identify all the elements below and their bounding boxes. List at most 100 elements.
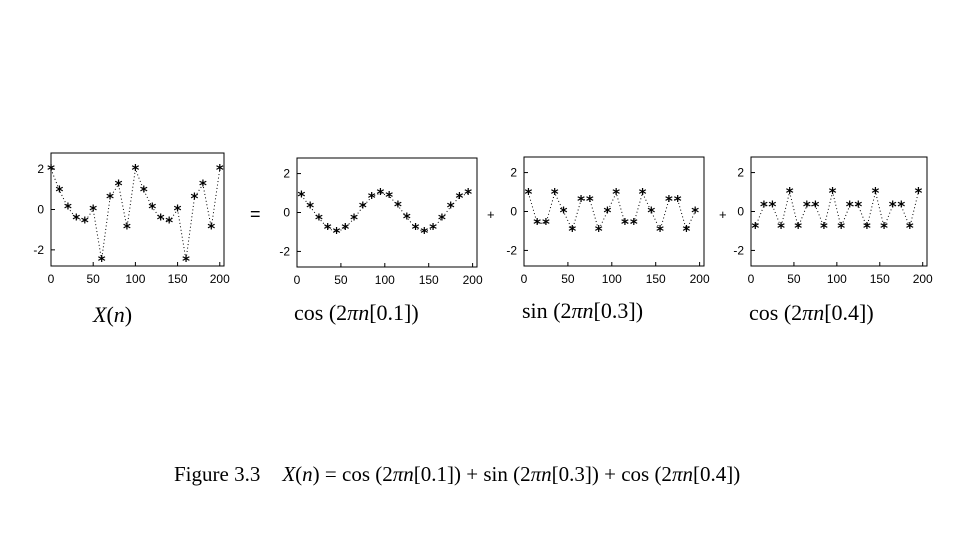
data-point: *	[568, 222, 576, 240]
data-point: *	[794, 219, 802, 237]
data-point: *	[216, 161, 224, 179]
data-point: *	[56, 182, 64, 200]
label-c2-rest: [0.3])	[593, 298, 644, 323]
x-tick-label: 150	[870, 272, 890, 286]
x-tick-label: 150	[419, 273, 439, 287]
x-tick-label: 50	[561, 272, 575, 286]
x-tick-label: 200	[463, 273, 483, 287]
x-tick-label: 50	[87, 272, 101, 286]
data-point: *	[595, 222, 603, 240]
data-point: *	[914, 184, 922, 202]
plot-frame	[50, 152, 225, 267]
y-tick-label: 2	[737, 166, 744, 180]
data-point: *	[376, 185, 384, 203]
data-point: *	[148, 199, 156, 217]
x-tick-label: 50	[787, 272, 801, 286]
data-point: *	[560, 204, 568, 222]
y-tick-label: 2	[510, 166, 517, 180]
data-point: *	[811, 198, 819, 216]
data-point: *	[297, 187, 305, 205]
data-point: *	[165, 214, 173, 232]
data-point: *	[140, 182, 148, 200]
y-tick-label: -2	[733, 243, 744, 257]
plot-frame	[296, 157, 478, 268]
data-point: *	[106, 189, 114, 207]
data-point: *	[191, 189, 199, 207]
caption-n1: n	[403, 462, 414, 486]
data-point: *	[447, 199, 455, 217]
data-point: *	[656, 222, 664, 240]
label-x-n: n	[113, 302, 125, 327]
y-tick-label: 2	[283, 167, 290, 181]
data-point: *	[359, 199, 367, 217]
data-point: *	[315, 210, 323, 228]
caption-end: [0.4])	[692, 462, 741, 486]
x-tick-label: 150	[168, 272, 188, 286]
equals-operator: =	[250, 204, 261, 224]
label-c1-rest: [0.1])	[369, 300, 419, 325]
y-tick-label: -2	[506, 243, 517, 257]
label-sin-03: sin (2πn[0.3])	[522, 298, 643, 324]
label-c3-rest: [0.4])	[824, 300, 874, 325]
data-point: *	[829, 184, 837, 202]
y-tick-label: 0	[737, 205, 744, 219]
data-point: *	[786, 184, 794, 202]
data-point: *	[777, 219, 785, 237]
data-point: *	[464, 185, 472, 203]
label-x-of-n: X(n)	[93, 302, 132, 328]
label-c3-fn: cos	[749, 300, 779, 325]
data-point: *	[207, 220, 215, 238]
data-point: *	[872, 184, 880, 202]
data-point: *	[182, 252, 190, 270]
y-tick-label: -2	[279, 244, 290, 258]
x-tick-label: 50	[334, 273, 348, 287]
data-point: *	[630, 215, 638, 233]
caption-n: n	[302, 462, 313, 486]
data-point: *	[769, 198, 777, 216]
data-point: *	[123, 220, 131, 238]
data-point: *	[647, 204, 655, 222]
data-point: *	[324, 220, 332, 238]
data-point: *	[683, 222, 691, 240]
data-point: *	[438, 210, 446, 228]
data-point: *	[420, 224, 428, 242]
data-point: *	[98, 252, 106, 270]
label-cos-01: cos (2πn[0.1])	[294, 300, 419, 326]
caption-pi1: π	[392, 462, 404, 486]
caption-eq: ) = cos (2	[312, 462, 393, 486]
data-point: *	[846, 198, 854, 216]
data-point: *	[577, 192, 585, 210]
data-point: *	[603, 204, 611, 222]
plot-frame	[750, 156, 928, 267]
label-c2-open: (2	[547, 298, 572, 323]
x-tick-label: 0	[294, 273, 301, 287]
data-point: *	[612, 185, 620, 203]
data-point: *	[47, 161, 55, 179]
data-point: *	[81, 214, 89, 232]
y-tick-label: -2	[33, 243, 44, 257]
label-c3-open: (2	[778, 300, 803, 325]
label-c2-n: n	[582, 298, 594, 323]
caption-formula: X(n) = cos (2πn[0.1]) + sin (2πn[0.3]) +…	[282, 462, 741, 486]
data-point: *	[533, 215, 541, 233]
data-point: *	[665, 192, 673, 210]
data-point: *	[456, 189, 464, 207]
x-tick-label: 100	[125, 272, 145, 286]
data-point: *	[412, 220, 420, 238]
data-point: *	[691, 204, 699, 222]
x-tick-label: 200	[690, 272, 710, 286]
data-point: *	[854, 198, 862, 216]
figure-caption: Figure 3.3 X(n) = cos (2πn[0.1]) + sin (2…	[174, 462, 740, 487]
data-point: *	[403, 209, 411, 227]
y-tick-label: 0	[283, 206, 290, 220]
caption-mid1: [0.1]) + sin (2	[413, 462, 531, 486]
caption-pi3: π	[671, 462, 683, 486]
data-point: *	[803, 198, 811, 216]
y-tick-label: 0	[510, 205, 517, 219]
data-point: *	[341, 220, 349, 238]
data-point: *	[72, 211, 80, 229]
